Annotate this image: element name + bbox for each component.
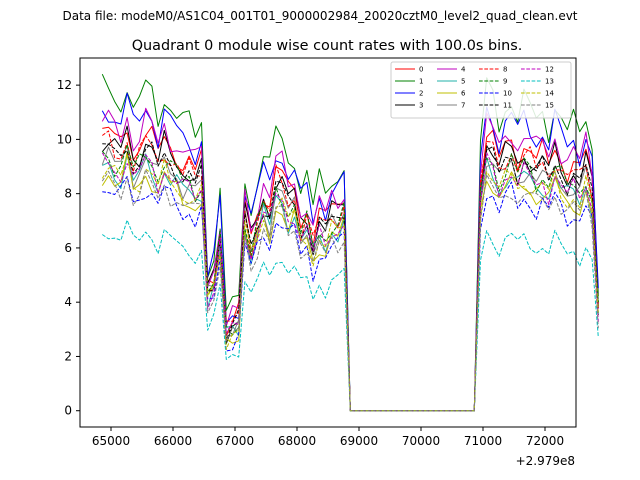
legend-label: 15 bbox=[545, 102, 554, 110]
x-tick-label: 65000 bbox=[92, 434, 130, 448]
legend-label: 14 bbox=[545, 90, 554, 98]
x-tick-label: 69000 bbox=[340, 434, 378, 448]
y-tick-label: 6 bbox=[64, 241, 72, 255]
legend-label: 0 bbox=[419, 66, 423, 74]
y-tick-label: 10 bbox=[57, 132, 72, 146]
legend-label: 12 bbox=[545, 66, 554, 74]
series-line-15 bbox=[101, 169, 599, 412]
series-line-9 bbox=[101, 144, 599, 412]
series-line-8 bbox=[102, 130, 599, 412]
legend-label: 9 bbox=[503, 78, 507, 86]
legend-label: 2 bbox=[419, 90, 423, 98]
legend-label: 5 bbox=[461, 78, 465, 86]
series-line-4 bbox=[101, 107, 599, 412]
x-tick-label: 68000 bbox=[278, 434, 316, 448]
chart-title: Quadrant 0 module wise count rates with … bbox=[132, 38, 523, 54]
y-tick-label: 0 bbox=[64, 404, 72, 418]
y-tick-label: 4 bbox=[64, 295, 72, 309]
series-line-0 bbox=[102, 125, 599, 412]
series-line-11 bbox=[102, 141, 599, 412]
legend-label: 10 bbox=[503, 90, 512, 98]
series-line-3 bbox=[101, 125, 599, 412]
series-line-13 bbox=[102, 219, 599, 412]
legend-label: 8 bbox=[503, 66, 507, 74]
x-tick-label: 66000 bbox=[154, 434, 192, 448]
axis-layer: 65000 66000 67000 68000 69000 70000 71000 72000… bbox=[57, 78, 564, 448]
legend-frame bbox=[390, 61, 572, 119]
suptitle: Data file: modeM0/AS1C04_001T01_90000029… bbox=[62, 9, 577, 23]
x-tick-label: 71000 bbox=[464, 434, 502, 448]
y-tick-label: 12 bbox=[57, 78, 72, 92]
y-tick-label: 8 bbox=[64, 187, 72, 201]
plot-frame bbox=[79, 57, 577, 428]
legend-label: 4 bbox=[461, 66, 466, 74]
series-line-10 bbox=[102, 176, 599, 412]
x-offset-label: +2.979e8 bbox=[516, 454, 575, 468]
series-layer bbox=[101, 73, 599, 412]
x-tick-label: 67000 bbox=[216, 434, 254, 448]
series-line-5 bbox=[102, 153, 599, 412]
series-line-2 bbox=[101, 92, 599, 412]
legend-label: 11 bbox=[503, 102, 512, 110]
y-tick-label: 2 bbox=[64, 349, 72, 363]
series-line-7 bbox=[101, 144, 599, 412]
legend-label: 1 bbox=[419, 78, 423, 86]
series-line-12 bbox=[101, 152, 599, 412]
x-tick-label: 70000 bbox=[402, 434, 440, 448]
x-tick-label: 72000 bbox=[526, 434, 564, 448]
legend-label: 6 bbox=[461, 90, 466, 98]
legend-label: 3 bbox=[419, 102, 423, 110]
legend-label: 7 bbox=[461, 102, 465, 110]
series-line-14 bbox=[101, 154, 599, 412]
legend-label: 13 bbox=[545, 78, 554, 86]
